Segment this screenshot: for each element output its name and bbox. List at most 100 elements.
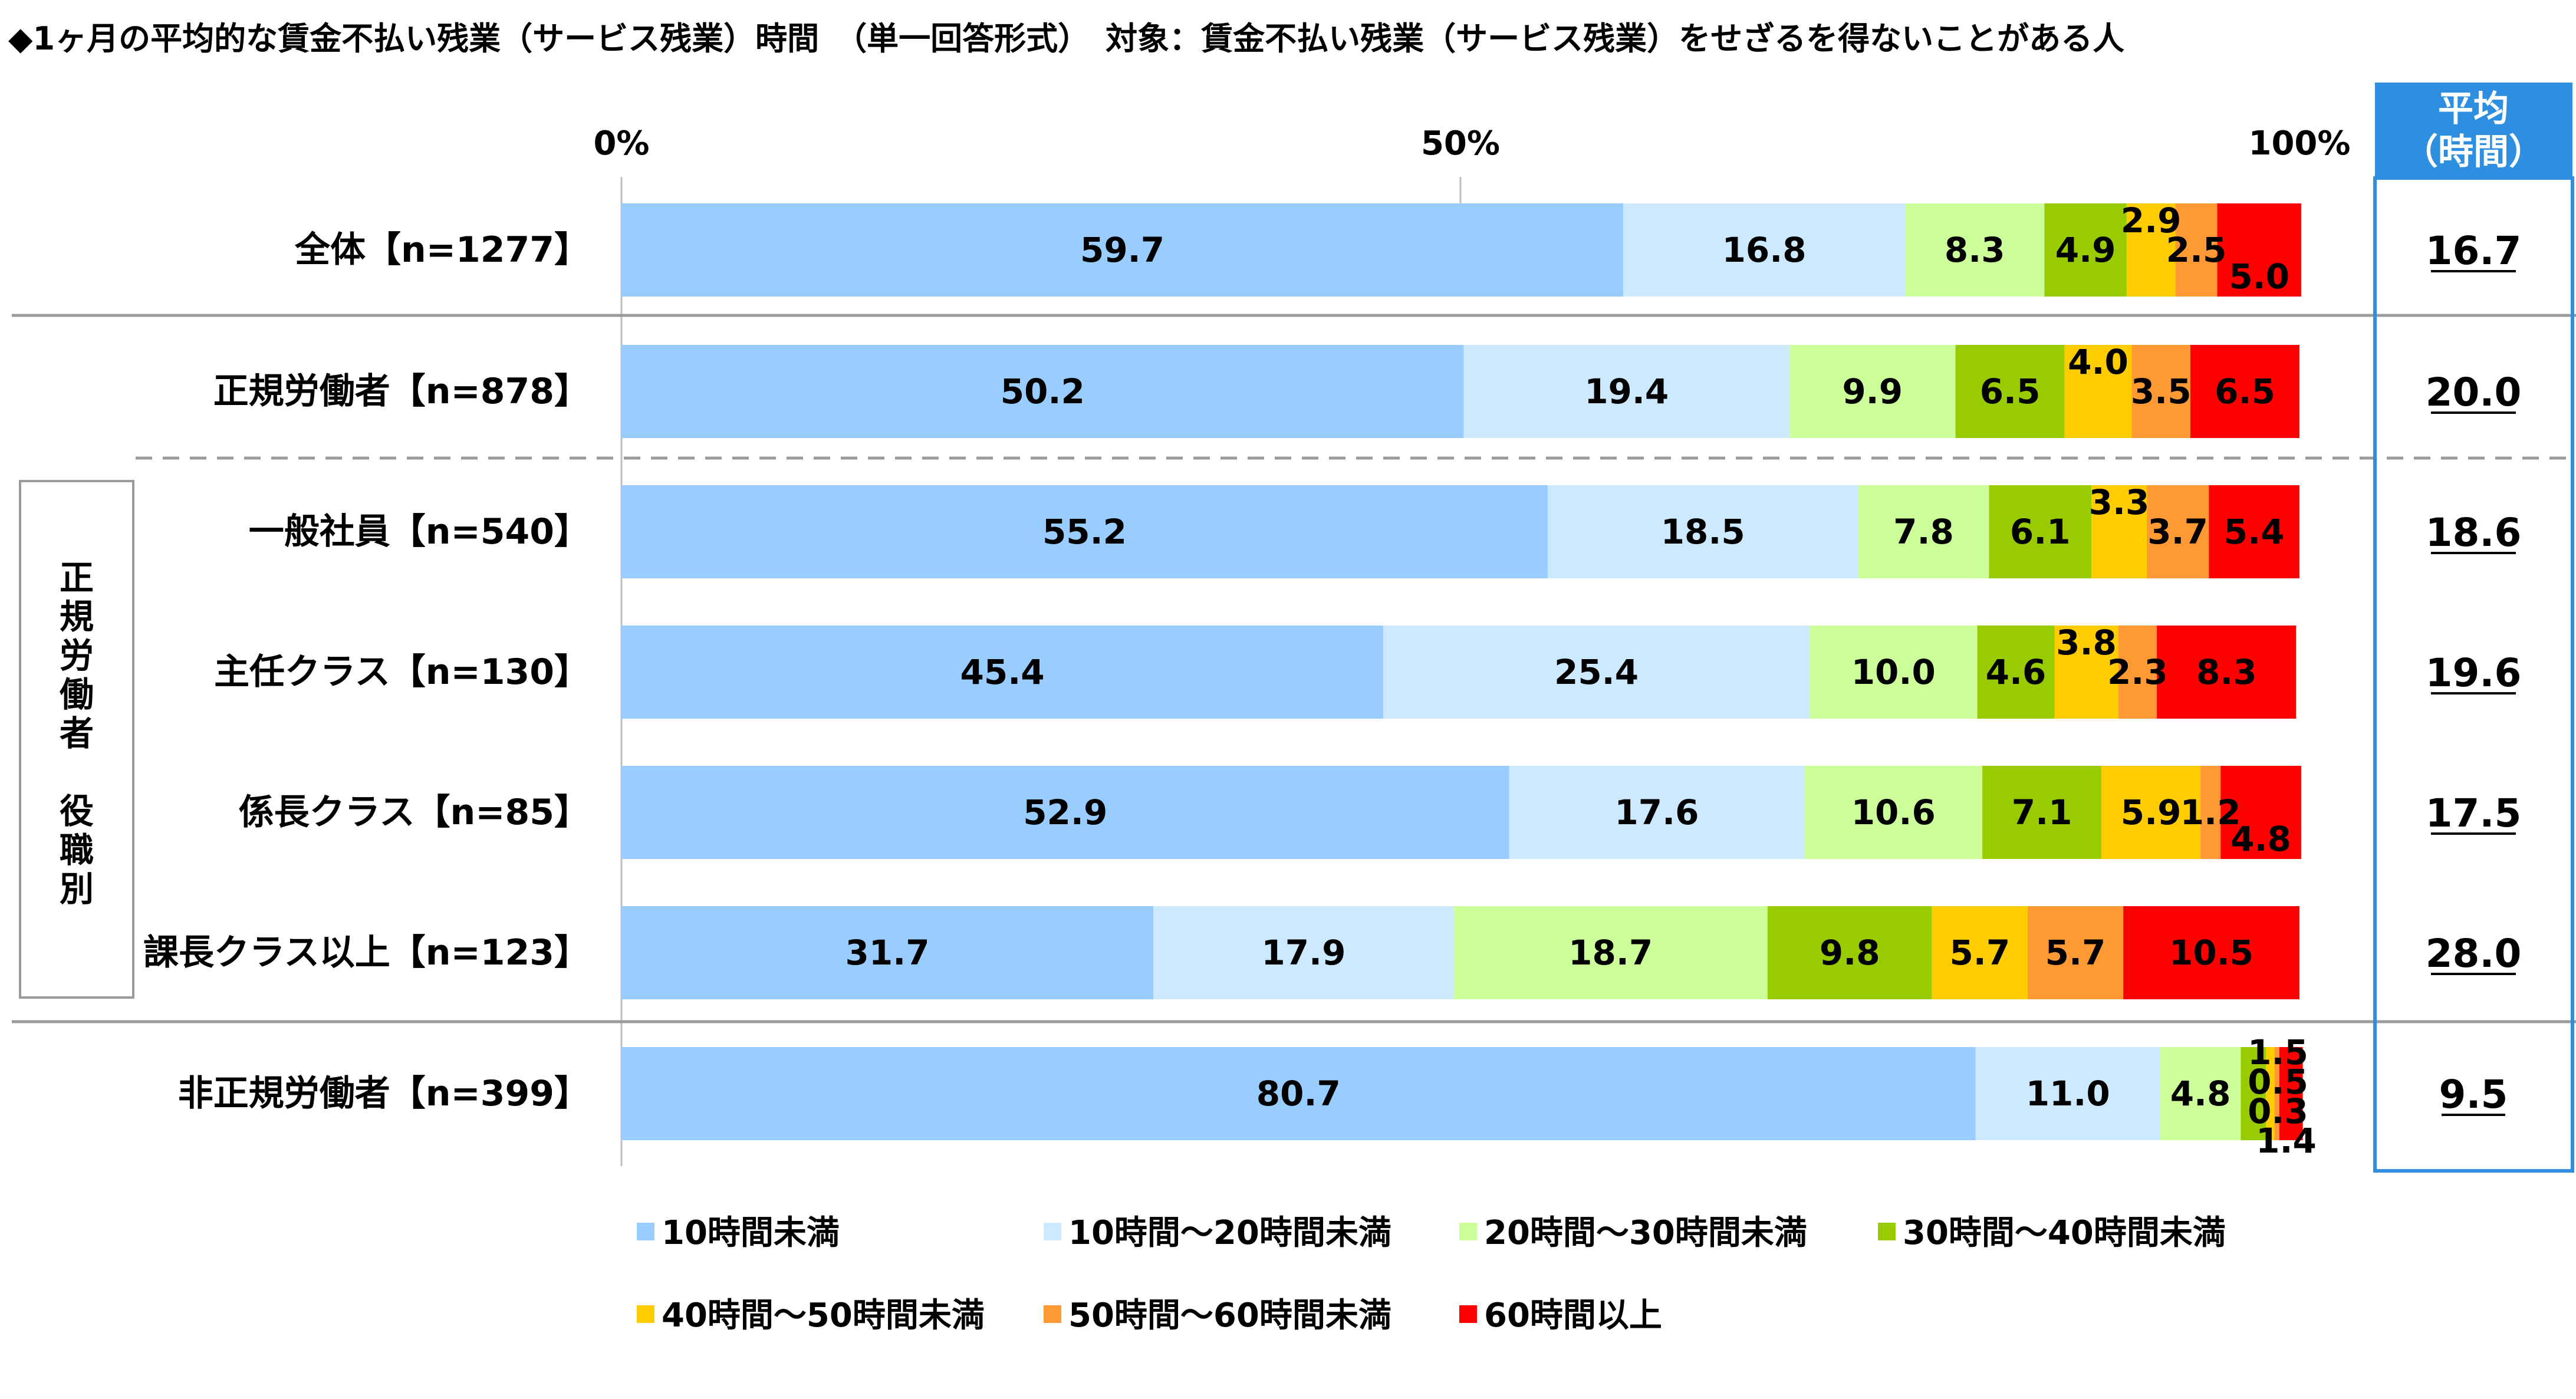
bar-segment <box>621 1047 1976 1140</box>
avg-value: 17.5 <box>2426 791 2522 836</box>
avg-header-box <box>2375 83 2572 178</box>
group-label-char: 正 <box>60 558 94 598</box>
legend-label: 40時間～50時間未満 <box>662 1296 985 1335</box>
bar-segment <box>2101 766 2201 859</box>
group-label-char: 働 <box>60 674 94 715</box>
data-label: 19.4 <box>1584 371 1669 412</box>
data-label: 3.8 <box>2056 623 2117 663</box>
x-tick-label: 0% <box>593 124 649 163</box>
bar-segment <box>2209 485 2299 578</box>
data-label: 6.1 <box>2010 512 2071 552</box>
bar-segment <box>1789 345 1956 438</box>
bar-segment <box>621 766 1509 859</box>
bar-segment <box>2200 766 2221 859</box>
legend-label: 30時間～40時間未満 <box>1903 1214 2226 1252</box>
data-label: 50.2 <box>1001 371 1085 412</box>
bar-segment <box>1804 766 1983 859</box>
bar-segment <box>1989 485 2092 578</box>
data-label: 52.9 <box>1023 792 1107 832</box>
data-label: 4.8 <box>2230 819 2291 859</box>
data-label: 6.5 <box>1980 371 2041 412</box>
data-label: 5.9 <box>2121 792 2182 832</box>
bar-segment <box>1153 906 1454 999</box>
data-label: 4.8 <box>2170 1074 2231 1114</box>
data-label: 5.0 <box>2229 256 2289 297</box>
avg-value: 16.7 <box>2426 228 2522 274</box>
category-label: 主任クラス【n=130】 <box>214 651 590 693</box>
legend-swatch <box>1459 1223 1477 1240</box>
data-label: 2.9 <box>2121 200 2182 241</box>
data-label: 1.4 <box>2256 1121 2317 1161</box>
bar-segment <box>2131 345 2191 438</box>
bar-segment <box>621 203 1624 297</box>
data-label: 2.5 <box>2166 230 2227 270</box>
group-label-char: 者 <box>60 713 94 753</box>
legend-label: 50時間～60時間未満 <box>1068 1296 1391 1335</box>
data-label: 11.0 <box>2026 1074 2110 1114</box>
bar-segment <box>2064 345 2132 438</box>
bar-segment <box>1977 626 2055 719</box>
data-label: 9.9 <box>1842 371 1903 412</box>
data-label: 5.7 <box>2045 933 2106 973</box>
data-label: 0.3 <box>2248 1091 2308 1131</box>
category-label: 非正規労働者【n=399】 <box>178 1073 590 1114</box>
avg-value: 28.0 <box>2426 931 2522 976</box>
data-label: 0.5 <box>2248 1062 2308 1102</box>
group-label-char: 規 <box>60 597 94 637</box>
data-label: 7.8 <box>1893 512 1954 552</box>
data-label: 2.3 <box>2107 652 2168 692</box>
bar-segment <box>2123 906 2299 999</box>
data-label: 8.3 <box>2196 652 2257 692</box>
bar-segment <box>2054 626 2118 719</box>
avg-value: 20.0 <box>2426 370 2522 415</box>
bar-segment <box>1982 766 2102 859</box>
data-label: 7.1 <box>2012 792 2072 832</box>
data-label: 3.7 <box>2147 512 2208 552</box>
data-label: 5.7 <box>1949 933 2010 973</box>
data-label: 3.5 <box>2131 371 2192 412</box>
bar-segment <box>621 906 1154 999</box>
bar-segment <box>2147 485 2209 578</box>
bar-segment <box>1955 345 2065 438</box>
data-label: 10.0 <box>1851 652 1936 692</box>
bar-segment <box>2241 1047 2266 1140</box>
data-label: 80.7 <box>1256 1074 1341 1114</box>
bar-segment <box>1453 906 1768 999</box>
data-label: 18.5 <box>1661 512 1745 552</box>
data-label: 25.4 <box>1554 652 1639 692</box>
bar-segment <box>2266 1047 2275 1140</box>
data-label: 1.5 <box>2248 1032 2308 1072</box>
data-label: 9.8 <box>1820 933 1880 973</box>
data-label: 4.6 <box>1986 652 2047 692</box>
bar-segment <box>621 626 1384 719</box>
bar-segment <box>1767 906 1932 999</box>
legend-label: 20時間～30時間未満 <box>1484 1214 1807 1252</box>
bar-segment <box>1509 766 1805 859</box>
bar-segment <box>1975 1047 2160 1140</box>
category-label: 全体【n=1277】 <box>294 229 590 271</box>
group-label-char: 別 <box>60 869 94 909</box>
x-tick-label: 100% <box>2248 124 2350 163</box>
category-label: 正規労働者【n=878】 <box>213 371 590 412</box>
avg-header-unit: （時間） <box>2403 131 2544 173</box>
bar-segment <box>2175 203 2218 297</box>
data-label: 5.4 <box>2224 512 2285 552</box>
avg-value: 18.6 <box>2426 510 2522 555</box>
avg-header-label: 平均 <box>2438 88 2509 130</box>
bar-segment <box>2091 485 2147 578</box>
data-label: 8.3 <box>1945 230 2005 270</box>
bar-segment <box>1463 345 1789 438</box>
x-tick-label: 50% <box>1421 124 1500 163</box>
data-label: 6.5 <box>2215 371 2275 412</box>
data-label: 31.7 <box>845 933 930 973</box>
category-label: 一般社員【n=540】 <box>249 511 590 552</box>
bar-segment <box>2220 766 2301 859</box>
bar-segment <box>1623 203 1906 297</box>
data-label: 45.4 <box>960 652 1044 692</box>
bar-segment <box>2279 1047 2303 1140</box>
bar-segment <box>2274 1047 2279 1140</box>
data-label: 4.9 <box>2055 230 2116 270</box>
legend-label: 10時間～20時間未満 <box>1068 1214 1391 1252</box>
bar-segment <box>1932 906 2028 999</box>
